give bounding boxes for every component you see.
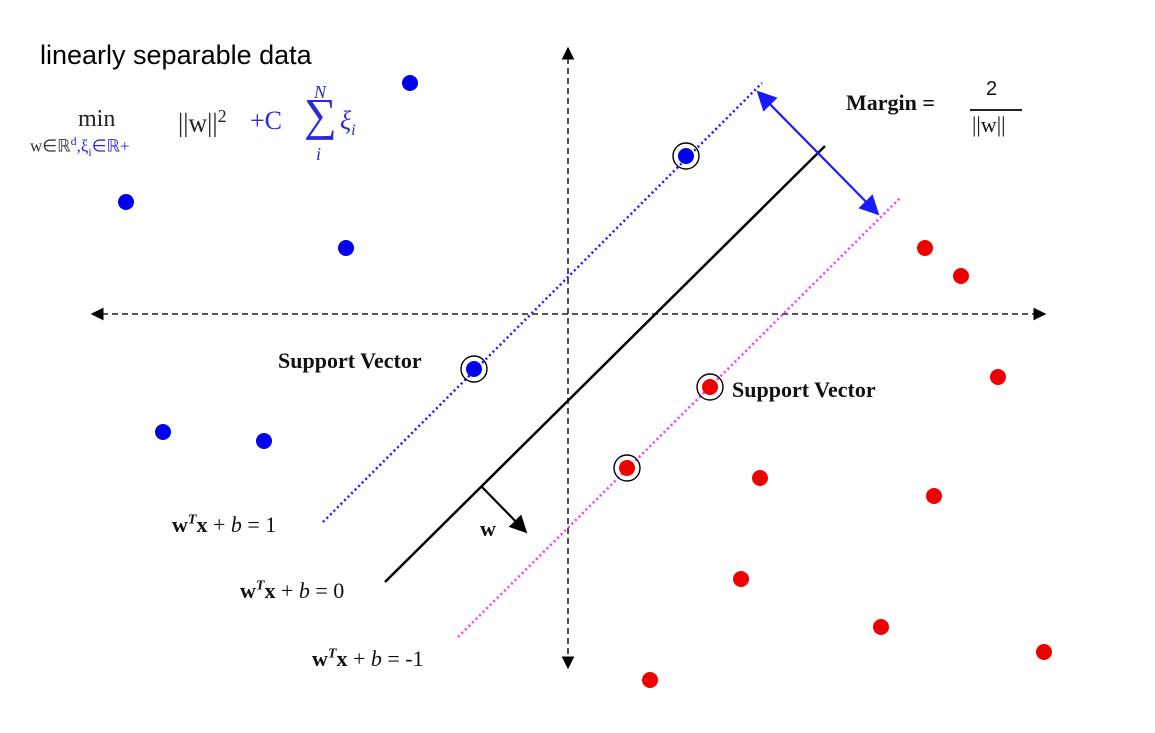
margin-fraction-bar — [970, 109, 1022, 111]
positive-point — [155, 424, 171, 440]
eqm1-b: b — [370, 646, 382, 671]
eq1-x: x — [196, 512, 208, 537]
formula-under-tail: ∈ℝ+ — [91, 136, 130, 156]
negative-support-vector-ring — [613, 454, 641, 482]
formula-plus-c: +C — [250, 106, 283, 135]
eqm1-sup: T — [327, 646, 337, 662]
margin-denominator: ||w|| — [972, 112, 1006, 137]
negative-point — [1036, 644, 1052, 660]
formula-xi-sub: i — [351, 122, 356, 140]
negative-point — [990, 369, 1006, 385]
eq1-rhs: = 1 — [241, 512, 277, 537]
normal-vector-stem — [481, 486, 528, 534]
equation-zero: wTx + b = 0 — [240, 578, 344, 604]
negative-point — [926, 488, 942, 504]
negative-support-vector — [702, 379, 718, 395]
positive-class-points — [118, 75, 418, 449]
formula-min: min — [78, 106, 116, 132]
support-vector-label-left: Support Vector — [278, 348, 422, 373]
eq0-x: x — [264, 578, 276, 603]
formula-under-i: i — [88, 145, 92, 160]
eq1-b: b — [230, 512, 242, 537]
eq0-b: b — [298, 578, 310, 603]
eq0-w: w — [240, 578, 256, 603]
support-vector-label-right: Support Vector — [732, 377, 876, 402]
diagram-title: linearly separable data — [40, 40, 312, 70]
eqm1-w: w — [312, 646, 328, 671]
objective-formula: min w∈ℝd,ξi∈ℝ+ ||w||2 +C N ∑ i ξi — [30, 78, 390, 178]
positive-support-vector — [466, 361, 482, 377]
positive-support-vector — [678, 148, 694, 164]
formula-sum-bottom: i — [316, 144, 322, 164]
plus-one-boundary-line — [322, 82, 763, 523]
equation-plus-one: wTx + b = 1 — [172, 512, 276, 538]
minus-one-boundary-line — [457, 197, 901, 638]
negative-point — [752, 470, 768, 486]
formula-norm-text: ||w|| — [178, 108, 218, 138]
formula-xi: ξi — [340, 106, 356, 140]
equation-minus-one: wTx + b = -1 — [312, 646, 424, 672]
eqm1-rest: + — [347, 646, 371, 671]
negative-point — [873, 619, 889, 635]
margin-label: Margin = — [846, 90, 935, 115]
negative-point — [733, 571, 749, 587]
margin-numerator: 2 — [986, 78, 998, 100]
formula-xi-symbol: ξ — [340, 106, 352, 135]
w-vector-label: w — [480, 516, 496, 541]
eq1-rest: + — [207, 512, 231, 537]
eq0-rhs: = 0 — [309, 578, 345, 603]
eq1-sup: T — [187, 512, 197, 528]
decision-boundary-line — [384, 145, 826, 583]
negative-support-vectors — [613, 373, 724, 482]
eqm1-rhs: = -1 — [381, 646, 424, 671]
positive-point — [118, 194, 134, 210]
eqm1-x: x — [336, 646, 348, 671]
negative-support-vector — [619, 460, 635, 476]
formula-under-w: w∈ℝ — [30, 136, 71, 156]
eq0-sup: T — [255, 578, 265, 594]
positive-point — [338, 240, 354, 256]
negative-support-vector-ring — [696, 373, 724, 401]
formula-sum-symbol: ∑ — [304, 89, 337, 140]
formula-under-d: d — [70, 134, 77, 148]
formula-sum-top: N — [314, 82, 327, 102]
formula-under-rest: ,ξ — [76, 136, 89, 156]
positive-support-vector-ring — [672, 142, 700, 170]
positive-point — [256, 433, 272, 449]
negative-point — [917, 240, 933, 256]
formula-norm-exp: 2 — [217, 106, 227, 126]
formula-norm: ||w||2 — [178, 106, 227, 139]
negative-class-points — [642, 240, 1052, 688]
negative-point — [642, 672, 658, 688]
eq1-w: w — [172, 512, 188, 537]
positive-support-vector-ring — [460, 355, 488, 383]
formula-constraint: w∈ℝd,ξi∈ℝ+ — [30, 134, 130, 160]
margin-arrow — [756, 90, 880, 216]
positive-support-vectors — [460, 142, 700, 383]
negative-point — [953, 268, 969, 284]
eq0-rest: + — [275, 578, 299, 603]
positive-point — [402, 75, 418, 91]
